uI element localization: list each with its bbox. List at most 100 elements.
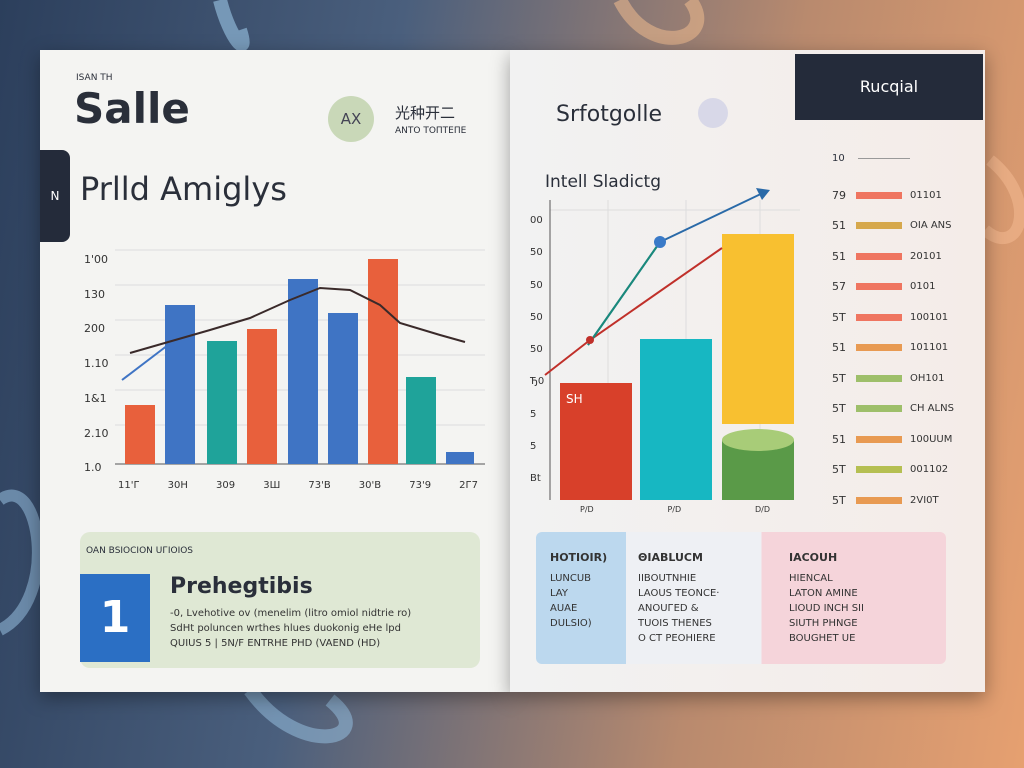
table-cell: DULSIO) bbox=[550, 618, 592, 629]
legend-label: 001102 bbox=[910, 464, 949, 476]
legend-bar bbox=[856, 283, 902, 291]
y-label: 50 bbox=[530, 279, 543, 291]
table-cell: TUOIS THENES bbox=[638, 618, 712, 629]
y-label: 5 bbox=[530, 441, 537, 453]
legend-label: 100101 bbox=[910, 311, 949, 323]
legend-bar bbox=[856, 496, 902, 504]
right-y-labels: 00 50 50 50 50 Ђ0 5 5 Bt bbox=[530, 205, 544, 496]
legend-label: 101101 bbox=[910, 342, 949, 354]
legend-num: 5T bbox=[832, 402, 846, 416]
x-label: 73'9 bbox=[409, 480, 432, 491]
y-label: 50 bbox=[530, 247, 543, 259]
legend-num: 79 bbox=[832, 188, 846, 202]
legend-top: 10 bbox=[832, 153, 845, 164]
table-cell: LAY bbox=[550, 588, 568, 599]
legend-label: 0101 bbox=[910, 281, 936, 293]
table-cell: BOUGHET UE bbox=[789, 633, 856, 644]
y-label: 00 bbox=[530, 215, 543, 226]
legend-row: 5T CH ALNS bbox=[832, 394, 954, 425]
table-bg bbox=[536, 532, 946, 664]
table-cell: LATON AMINE bbox=[789, 588, 858, 599]
legend-num: 51 bbox=[832, 219, 846, 233]
heading: Prlld Amiglys bbox=[80, 170, 287, 208]
legend-bar bbox=[856, 466, 902, 474]
table-header: HOTIOIR) bbox=[550, 551, 608, 564]
legend-bar bbox=[856, 344, 902, 352]
table: HOTIOIR) LUNCUB LAY AUAE DULSIO) ΘIABLUCM IIBO… bbox=[550, 550, 940, 646]
legend-bar bbox=[856, 313, 902, 321]
box-lines: -0, Lvehotive ov (menelim (litro omiol n… bbox=[170, 606, 411, 651]
table-column: ΘIABLUCM IIBOUTNHIE LAOUS TEONCE· ANOUГED &… bbox=[638, 550, 789, 646]
x-label: 309 bbox=[216, 480, 236, 491]
x-label: 30'B bbox=[358, 480, 382, 491]
legend-num: 51 bbox=[832, 341, 846, 355]
legend-num: 5T bbox=[832, 310, 846, 324]
x-label: 3Ш bbox=[263, 480, 281, 491]
legend-label: 20101 bbox=[910, 250, 942, 262]
y-label: 1.0 bbox=[84, 461, 102, 475]
table-cell: LUNCUB bbox=[550, 573, 592, 584]
legend-row: 51 100UUM bbox=[832, 424, 954, 455]
table-column: IACOUH HIENCAL LATON AMINE LIOUD INCH SII SI… bbox=[789, 550, 940, 646]
table-cell: AUAE bbox=[550, 603, 578, 614]
x-label: P/D bbox=[580, 505, 594, 514]
badge-title: 光种开二 bbox=[395, 104, 456, 122]
y-label: 2.10 bbox=[84, 426, 109, 440]
title-dot bbox=[698, 98, 728, 128]
legend-row: 51 20101 bbox=[832, 241, 954, 272]
title: Salle bbox=[74, 84, 190, 133]
table-cell: LAOUS TEONCE· bbox=[638, 588, 720, 599]
legend-row: 5T OH101 bbox=[832, 363, 954, 394]
right-x-labels: P/D P/D D/D bbox=[580, 505, 770, 514]
legend-row: 5T 001102 bbox=[832, 455, 954, 486]
legend-num: 51 bbox=[832, 249, 846, 263]
badge: AX bbox=[328, 96, 374, 142]
table-header: IACOUH bbox=[789, 551, 838, 564]
y-label: 5 bbox=[530, 408, 537, 420]
legend-label: 2VI0T bbox=[910, 494, 939, 506]
x-label: 11'Г bbox=[118, 480, 140, 491]
table-cell: SIUTH PHNGE bbox=[789, 618, 858, 629]
y-labels: 1'00 130 200 1.10 1&1 2.10 1.0 bbox=[84, 243, 109, 486]
y-label: Ђ0 bbox=[530, 376, 545, 388]
box-line: SdHt poluncen wrthes hlues duokonig eHe … bbox=[170, 623, 401, 634]
legend-bar bbox=[856, 222, 902, 230]
x-label: 73'B bbox=[308, 480, 331, 491]
y-label: 50 bbox=[530, 344, 543, 356]
y-label: 50 bbox=[530, 311, 543, 323]
x-label: D/D bbox=[754, 505, 770, 514]
legend-row: 51 101101 bbox=[832, 333, 954, 364]
table-cell: LIOUD INCH SII bbox=[789, 603, 864, 614]
x-label: 2Г7 bbox=[459, 480, 478, 491]
legend-label: OIA ANS bbox=[910, 220, 952, 232]
badge-sub: ANTO TOПTEПE bbox=[395, 126, 467, 136]
legend-label: 100UUM bbox=[910, 433, 953, 445]
legend-bar bbox=[856, 252, 902, 260]
legend-num: 57 bbox=[832, 280, 846, 294]
left-chart bbox=[115, 249, 485, 465]
box-line: QUIUS 5 | 5N/F ENTRHE PHD (VAEND (HD) bbox=[170, 638, 381, 649]
legend-row: 51 OIA ANS bbox=[832, 211, 954, 242]
legend-row: 79 01101 bbox=[832, 180, 954, 211]
right-title: Srfotgolle bbox=[556, 102, 663, 127]
box-kicker: OAN BSIOCION UГIOIOS bbox=[86, 546, 194, 556]
right-heading: Intell Sladictg bbox=[545, 172, 662, 192]
legend-row: 57 0101 bbox=[832, 272, 954, 303]
box-number: 1 bbox=[80, 574, 150, 662]
table-header: ΘIABLUCM bbox=[638, 551, 703, 564]
legend-bar bbox=[856, 374, 902, 382]
y-label: 1&1 bbox=[84, 391, 107, 405]
legend-label: CH ALNS bbox=[910, 403, 954, 415]
y-label: 1'00 bbox=[84, 253, 109, 266]
legend-bar bbox=[856, 191, 902, 199]
top-tab: Rucqial bbox=[795, 54, 983, 120]
legend-num: 5T bbox=[832, 371, 846, 385]
box-line: -0, Lvehotive ov (menelim (litro omiol n… bbox=[170, 608, 412, 619]
side-tab: N bbox=[40, 150, 70, 242]
legend-num: 5T bbox=[832, 493, 846, 507]
x-labels: 11'Г 30H 309 3Ш 73'B 30'B 73'9 2Г7 bbox=[118, 480, 478, 491]
legend-top-line bbox=[858, 158, 910, 159]
table-cell: IIBOUTNHIE bbox=[638, 573, 697, 584]
table-cell: HIENCAL bbox=[789, 573, 833, 584]
